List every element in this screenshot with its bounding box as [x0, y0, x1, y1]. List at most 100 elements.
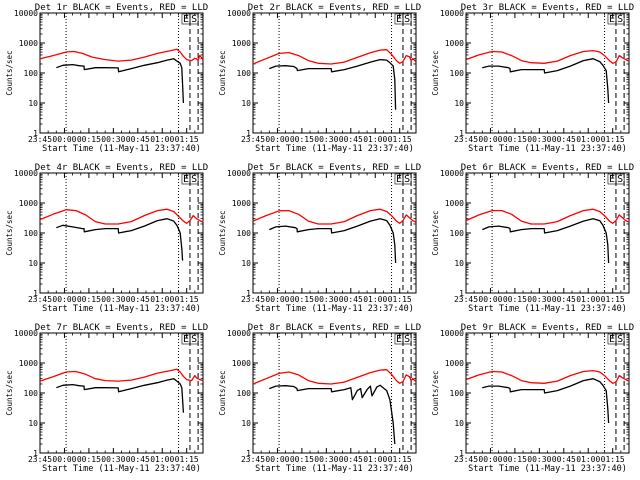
y-tick-label: 1	[33, 129, 38, 138]
x-tick-label: 01:15	[388, 295, 412, 304]
x-axis-label: Start Time (11-May-11 23:37:40)	[42, 144, 201, 154]
x-tick-label: 01:15	[175, 295, 199, 304]
x-tick-label: 00:45	[339, 135, 363, 144]
x-tick-label: 23:45	[28, 135, 52, 144]
marker-letter: E	[183, 334, 189, 345]
x-axis-label: Start Time (11-May-11 23:37:40)	[255, 464, 414, 474]
y-tick-label: 1000	[232, 39, 251, 48]
x-tick-label: 01:15	[388, 135, 412, 144]
x-tick-label: 23:45	[28, 295, 52, 304]
y-tick-label: 100	[450, 389, 465, 398]
y-tick-label: 1000	[445, 39, 464, 48]
y-tick-label: 1	[459, 449, 464, 458]
marker-box	[402, 333, 412, 345]
marker-box	[402, 13, 412, 25]
lld-series-line	[39, 368, 204, 382]
x-tick-label: 01:00	[576, 455, 600, 464]
marker-box	[189, 173, 199, 185]
y-tick-label: 10000	[440, 169, 464, 178]
marker-letter: S	[617, 174, 623, 185]
x-tick-label: 01:00	[150, 455, 174, 464]
y-tick-label: 1000	[445, 199, 464, 208]
x-tick-label: 00:15	[503, 455, 527, 464]
x-tick-label: 00:00	[265, 455, 289, 464]
detector-panel: Det 6r BLACK = Events, RED = LLD 1 10 100 10…	[431, 163, 634, 314]
x-tick-label: 00:15	[77, 135, 101, 144]
y-axis-label: Counts/sec	[5, 50, 14, 95]
y-tick-label: 10000	[227, 169, 251, 178]
y-tick-label: 100	[24, 69, 39, 78]
detector-panel: Det 4r BLACK = Events, RED = LLD 1 10 100 10…	[5, 163, 208, 314]
marker-letter: S	[191, 14, 197, 25]
marker-letter: E	[396, 334, 402, 345]
panel-title: Det 3r BLACK = Events, RED = LLD	[461, 3, 634, 13]
detector-panel: Det 9r BLACK = Events, RED = LLD 1 10 100 10…	[431, 323, 634, 474]
x-tick-label: 00:45	[552, 455, 576, 464]
x-tick-label: 00:30	[527, 455, 551, 464]
y-axis-label: Counts/sec	[431, 370, 440, 415]
marker-box	[615, 13, 625, 25]
x-tick-label: 23:45	[241, 135, 265, 144]
y-tick-label: 10	[28, 419, 38, 428]
y-tick-label: 10	[454, 419, 464, 428]
marker-letter: E	[609, 14, 615, 25]
y-tick-label: 10000	[14, 329, 38, 338]
y-tick-label: 10	[241, 419, 251, 428]
x-tick-label: 00:00	[478, 455, 502, 464]
y-tick-label: 100	[237, 229, 252, 238]
y-tick-label: 10000	[440, 9, 464, 18]
detector-panel: Det 7r BLACK = Events, RED = LLD 1 10 100 10…	[5, 323, 208, 474]
y-tick-label: 100	[237, 69, 252, 78]
panel-title: Det 7r BLACK = Events, RED = LLD	[35, 323, 208, 333]
y-axis-label: Counts/sec	[5, 370, 14, 415]
y-tick-label: 100	[24, 389, 39, 398]
x-axis-label: Start Time (11-May-11 23:37:40)	[468, 464, 627, 474]
x-tick-label: 00:45	[339, 455, 363, 464]
x-tick-label: 01:15	[175, 135, 199, 144]
marker-box	[402, 173, 412, 185]
x-tick-label: 01:15	[601, 135, 625, 144]
marker-letter: S	[191, 174, 197, 185]
panel-title: Det 5r BLACK = Events, RED = LLD	[248, 163, 421, 173]
lld-series-line	[252, 208, 417, 225]
panel-title: Det 1r BLACK = Events, RED = LLD	[35, 3, 208, 13]
x-axis-label: Start Time (11-May-11 23:37:40)	[42, 464, 201, 474]
x-tick-label: 01:15	[601, 455, 625, 464]
events-series-line	[56, 58, 185, 104]
marker-letter: S	[404, 174, 410, 185]
y-tick-label: 10	[241, 259, 251, 268]
y-axis-label: Counts/sec	[431, 210, 440, 255]
marker-letter: E	[396, 14, 402, 25]
x-tick-label: 01:00	[363, 455, 387, 464]
marker-letter: S	[404, 334, 410, 345]
y-tick-label: 10	[241, 99, 251, 108]
x-axis-label: Start Time (11-May-11 23:37:40)	[468, 304, 627, 314]
x-tick-label: 00:45	[126, 135, 150, 144]
x-tick-label: 00:30	[527, 135, 551, 144]
marker-letter: E	[183, 14, 189, 25]
x-tick-label: 00:30	[314, 135, 338, 144]
x-tick-label: 00:15	[290, 295, 314, 304]
y-tick-label: 1	[459, 129, 464, 138]
x-tick-label: 00:00	[478, 295, 502, 304]
x-tick-label: 00:45	[339, 295, 363, 304]
x-tick-label: 01:15	[601, 295, 625, 304]
x-tick-label: 00:30	[314, 455, 338, 464]
y-tick-label: 10000	[227, 9, 251, 18]
marker-letter: S	[617, 334, 623, 345]
x-tick-label: 00:15	[290, 135, 314, 144]
events-series-line	[56, 378, 185, 413]
x-tick-label: 01:00	[576, 295, 600, 304]
x-tick-label: 00:00	[478, 135, 502, 144]
y-axis-label: Counts/sec	[431, 50, 440, 95]
y-tick-label: 10000	[440, 329, 464, 338]
y-axis-label: Counts/sec	[218, 370, 227, 415]
y-tick-label: 1	[33, 289, 38, 298]
x-tick-label: 00:30	[101, 135, 125, 144]
x-tick-label: 00:00	[52, 455, 76, 464]
lld-series-line	[39, 48, 204, 62]
marker-box	[615, 173, 625, 185]
y-tick-label: 100	[450, 229, 465, 238]
x-tick-label: 00:45	[552, 135, 576, 144]
x-tick-label: 00:15	[77, 295, 101, 304]
